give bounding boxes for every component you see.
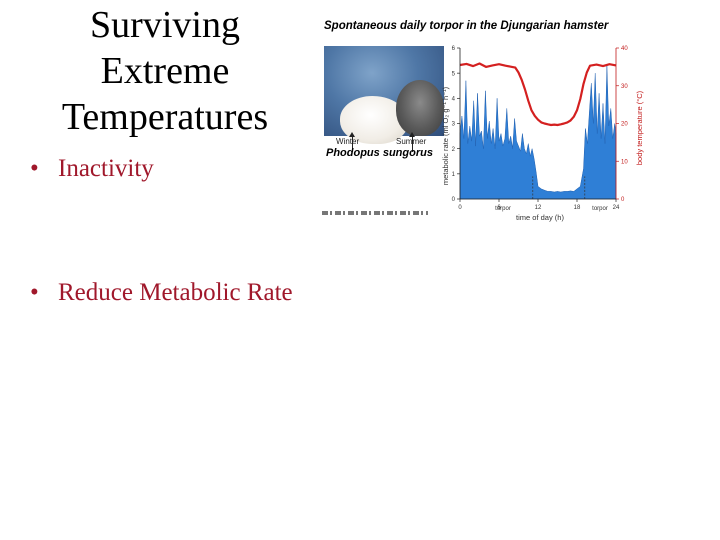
torpor-figure: Spontaneous daily torpor in the Djungari… — [318, 18, 650, 223]
slide-title: Surviving Extreme Temperatures — [40, 2, 290, 140]
arrow-up-icon — [409, 132, 415, 152]
summer-hamster — [396, 80, 444, 136]
y-tick-label-right: 10 — [621, 159, 628, 165]
y-tick-label-left: 5 — [452, 71, 456, 77]
y-tick-label-left: 3 — [452, 122, 456, 128]
summer-label: Summer — [396, 137, 427, 146]
bullet-glyph: • — [30, 279, 39, 306]
y-tick-label-left: 4 — [452, 97, 456, 103]
body-temperature-line — [459, 62, 617, 127]
y-tick-label-left: 2 — [452, 147, 456, 153]
winter-label: Winter — [336, 137, 360, 146]
bullet-text: Inactivity — [58, 155, 154, 182]
bullet-text: Reduce Metabolic Rate — [58, 279, 293, 306]
y-axis-label-right: body temperature (°C) — [635, 90, 644, 165]
y-tick-label-right: 40 — [621, 46, 628, 52]
torpor-annotation: torpor — [495, 206, 511, 212]
figure-title: Spontaneous daily torpor in the Djungari… — [324, 20, 609, 32]
species-name: Phodopus sungorus — [326, 147, 433, 159]
y-tick-label-left: 0 — [452, 197, 456, 203]
x-tick-label: 0 — [458, 205, 462, 211]
arrow-up-icon — [349, 132, 355, 152]
title-line: Extreme — [100, 50, 230, 92]
title-line: Surviving — [90, 4, 240, 46]
bullet-glyph: • — [30, 155, 39, 182]
title-line: Temperatures — [61, 96, 269, 138]
hamster-photo — [324, 46, 444, 144]
y-tick-label-left: 1 — [452, 172, 456, 178]
x-tick-label: 12 — [535, 205, 542, 211]
x-axis-label: time of day (h) — [516, 213, 564, 222]
y-tick-label-right: 30 — [621, 84, 628, 90]
y-axis-label-left: metabolic rate (ml O₂ g⁻¹ h⁻¹) — [441, 86, 450, 185]
y-tick-label-right: 20 — [621, 122, 628, 128]
bullet-item: • Inactivity — [30, 155, 154, 183]
citation-text — [322, 211, 428, 215]
x-tick-label: 18 — [574, 205, 581, 211]
y-tick-label-left: 6 — [452, 46, 456, 52]
y-tick-label-right: 0 — [621, 197, 625, 203]
torpor-annotation: torpor — [592, 206, 608, 212]
metabolic-rate-area — [459, 65, 617, 200]
bullet-item: • Reduce Metabolic Rate — [30, 279, 293, 307]
x-tick-label: 6 — [497, 205, 501, 211]
x-tick-label: 24 — [613, 205, 620, 211]
